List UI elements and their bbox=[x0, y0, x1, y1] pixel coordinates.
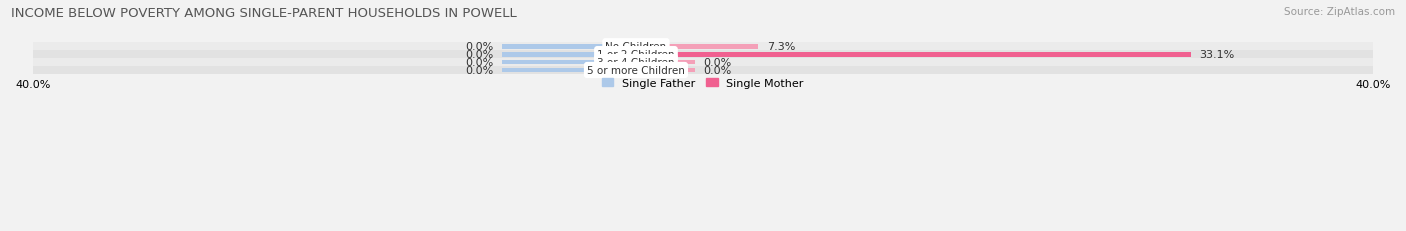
Text: 1 or 2 Children: 1 or 2 Children bbox=[598, 50, 675, 60]
Bar bbox=[502, 61, 636, 65]
Bar bbox=[636, 45, 758, 49]
Text: 7.3%: 7.3% bbox=[766, 42, 794, 52]
Text: 0.0%: 0.0% bbox=[465, 42, 494, 52]
Bar bbox=[32, 51, 1374, 59]
Text: INCOME BELOW POVERTY AMONG SINGLE-PARENT HOUSEHOLDS IN POWELL: INCOME BELOW POVERTY AMONG SINGLE-PARENT… bbox=[11, 7, 517, 20]
Bar bbox=[636, 68, 695, 73]
Legend: Single Father, Single Mother: Single Father, Single Mother bbox=[598, 74, 808, 93]
Bar bbox=[32, 59, 1374, 67]
Bar bbox=[502, 68, 636, 73]
Text: No Children: No Children bbox=[606, 42, 666, 52]
Text: 0.0%: 0.0% bbox=[465, 66, 494, 76]
Bar bbox=[32, 67, 1374, 75]
Bar bbox=[636, 61, 695, 65]
Text: 33.1%: 33.1% bbox=[1199, 50, 1234, 60]
Text: 0.0%: 0.0% bbox=[703, 66, 731, 76]
Bar bbox=[636, 52, 1191, 57]
Bar bbox=[502, 45, 636, 49]
Text: 3 or 4 Children: 3 or 4 Children bbox=[598, 58, 675, 68]
Bar bbox=[502, 52, 636, 57]
Text: 0.0%: 0.0% bbox=[465, 50, 494, 60]
Text: Source: ZipAtlas.com: Source: ZipAtlas.com bbox=[1284, 7, 1395, 17]
Bar bbox=[32, 43, 1374, 51]
Text: 5 or more Children: 5 or more Children bbox=[588, 66, 685, 76]
Text: 0.0%: 0.0% bbox=[465, 58, 494, 68]
Text: 0.0%: 0.0% bbox=[703, 58, 731, 68]
